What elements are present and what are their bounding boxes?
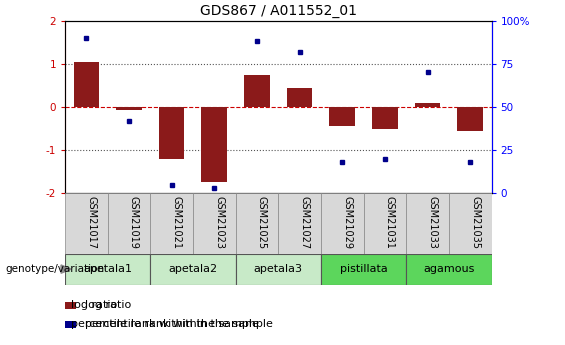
- Bar: [321, 193, 364, 254]
- Bar: [65, 321, 76, 328]
- Bar: [65, 302, 76, 309]
- Bar: [236, 193, 278, 254]
- Bar: [321, 254, 406, 285]
- Bar: [329, 107, 355, 126]
- Text: GSM21017: GSM21017: [86, 196, 96, 249]
- Text: GSM21033: GSM21033: [428, 196, 437, 249]
- Text: GSM21027: GSM21027: [299, 196, 310, 249]
- Text: log ratio: log ratio: [85, 300, 131, 310]
- Text: apetala3: apetala3: [254, 264, 303, 274]
- Bar: [116, 107, 142, 110]
- Text: apetala1: apetala1: [83, 264, 132, 274]
- Text: GSM21021: GSM21021: [172, 196, 181, 249]
- Text: log ratio: log ratio: [71, 300, 117, 310]
- Bar: [406, 193, 449, 254]
- Text: GSM21023: GSM21023: [214, 196, 224, 249]
- Bar: [107, 193, 150, 254]
- Text: GSM21019: GSM21019: [129, 196, 139, 249]
- Bar: [73, 62, 99, 107]
- Bar: [458, 107, 483, 131]
- Bar: [159, 107, 184, 159]
- Bar: [279, 193, 321, 254]
- Title: GDS867 / A011552_01: GDS867 / A011552_01: [200, 4, 357, 18]
- Bar: [364, 193, 406, 254]
- Bar: [150, 193, 193, 254]
- Bar: [236, 254, 321, 285]
- Text: agamous: agamous: [423, 264, 475, 274]
- Bar: [193, 193, 236, 254]
- Text: GSM21025: GSM21025: [257, 196, 267, 249]
- Text: GSM21031: GSM21031: [385, 196, 395, 249]
- Bar: [449, 193, 492, 254]
- Text: percentile rank within the sample: percentile rank within the sample: [85, 319, 273, 329]
- Bar: [372, 107, 398, 129]
- Bar: [65, 254, 150, 285]
- Text: genotype/variation: genotype/variation: [6, 264, 105, 274]
- Bar: [244, 75, 270, 107]
- Bar: [150, 254, 236, 285]
- Bar: [406, 254, 492, 285]
- Polygon shape: [61, 265, 71, 273]
- Text: GSM21035: GSM21035: [470, 196, 480, 249]
- Text: percentile rank within the sample: percentile rank within the sample: [71, 319, 259, 329]
- Text: apetala2: apetala2: [168, 264, 218, 274]
- Bar: [415, 103, 440, 107]
- Text: pistillata: pistillata: [340, 264, 388, 274]
- Bar: [65, 193, 107, 254]
- Bar: [202, 107, 227, 183]
- Bar: [287, 88, 312, 107]
- Text: GSM21029: GSM21029: [342, 196, 352, 249]
